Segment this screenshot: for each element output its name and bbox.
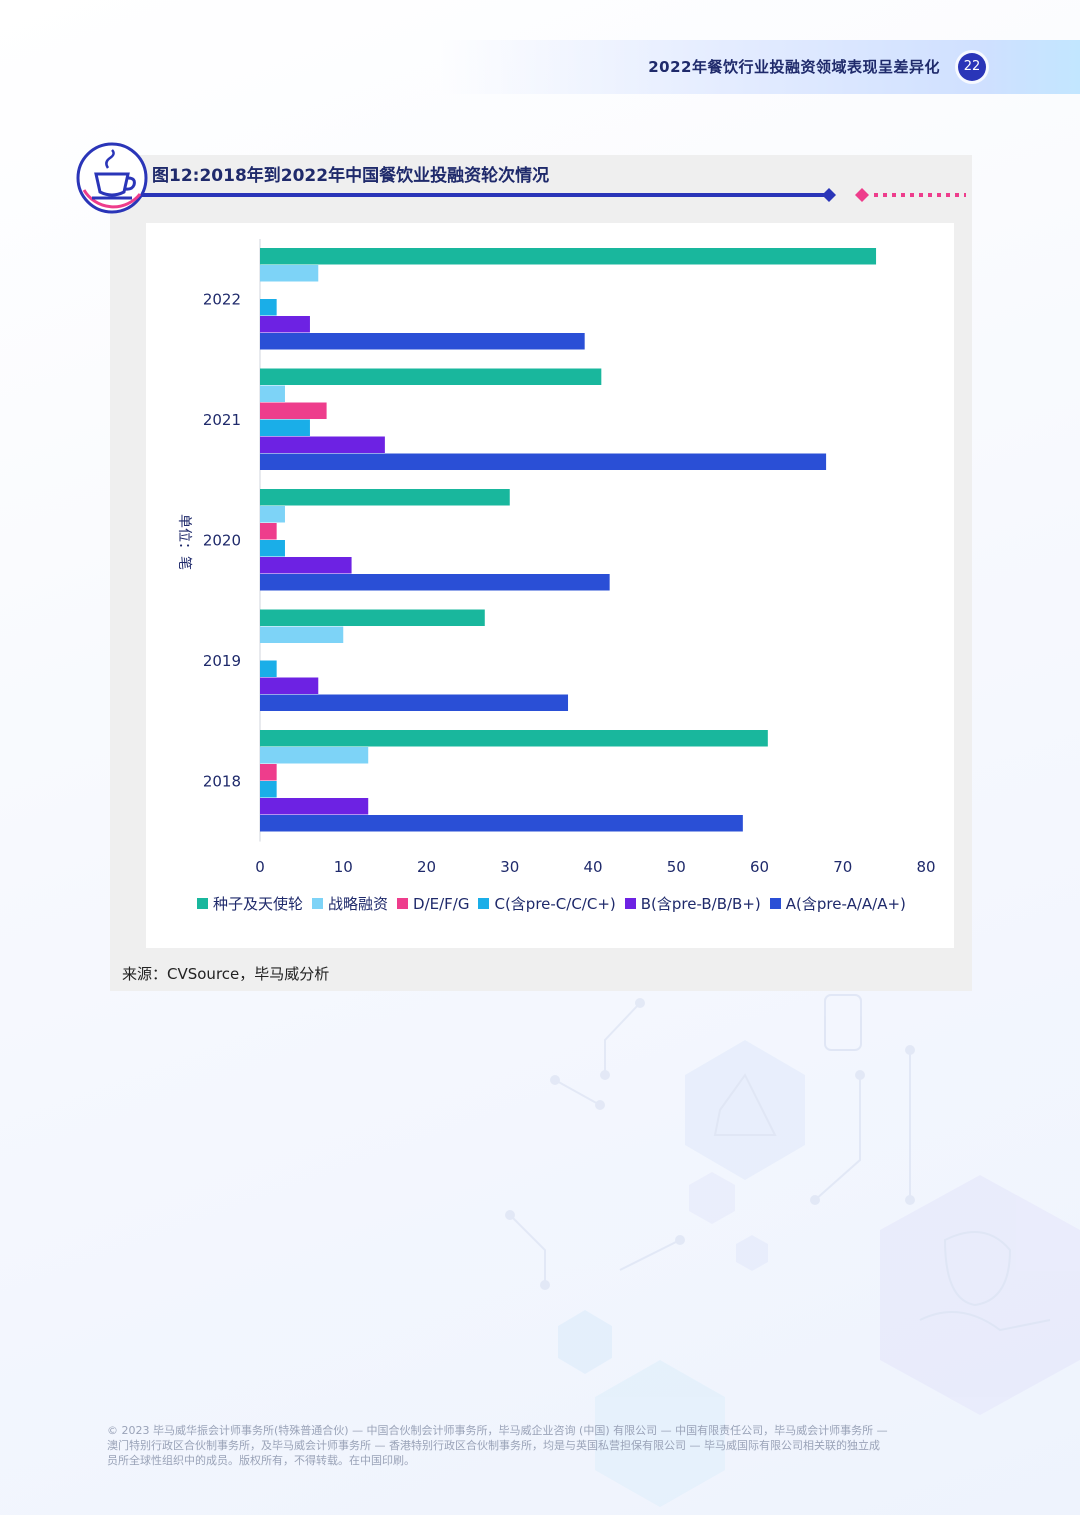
x-tick-label: 60 (750, 858, 769, 876)
bar-2022-5 (260, 333, 585, 350)
y-tick-label: 2021 (203, 411, 241, 429)
legend-item: B(含pre-B/B/B+) (624, 893, 761, 914)
legend-item: C(含pre-C/C/C+) (478, 893, 616, 914)
footer-line-1: © 2023 毕马威华振会计师事务所(特殊普通合伙) — 中国合伙制会计师事务所… (107, 1424, 888, 1437)
y-tick-label: 2020 (203, 531, 241, 549)
bar-2021-1 (260, 385, 285, 402)
bar-2018-3 (260, 781, 277, 798)
legend-swatch (312, 898, 324, 909)
legend-swatch (397, 898, 409, 909)
title-line-diamond-icon (822, 188, 836, 202)
bar-2019-1 (260, 626, 344, 643)
legend-label: D/E/F/G (413, 894, 470, 913)
bar-2018-5 (260, 815, 743, 832)
bar-2019-5 (260, 694, 569, 711)
bar-2021-4 (260, 436, 385, 453)
header-title: 2022年餐饮行业投融资领域表现呈差异化 (648, 58, 940, 76)
legend-label: B(含pre-B/B/B+) (640, 895, 761, 913)
x-tick-label: 10 (334, 858, 353, 876)
x-tick-label: 80 (916, 858, 935, 876)
bar-2019-0 (260, 609, 485, 626)
y-tick-label: 2018 (203, 772, 241, 790)
bar-2021-2 (260, 402, 327, 419)
legend-swatch (624, 898, 636, 909)
x-tick-label: 50 (667, 858, 686, 876)
footer-copyright: © 2023 毕马威华振会计师事务所(特殊普通合伙) — 中国合伙制会计师事务所… (107, 1423, 977, 1468)
legend-swatch (769, 898, 781, 909)
bar-2022-1 (260, 265, 319, 282)
bar-2020-0 (260, 489, 510, 506)
bar-2020-3 (260, 540, 285, 557)
footer-line-3: 员所全球性组织中的成员。版权所有，不得转载。在中国印刷。 (107, 1454, 415, 1467)
bar-2022-4 (260, 316, 310, 333)
figure-title: 图12:2018年到2022年中国餐饮业投融资轮次情况 (152, 166, 550, 186)
chart-legend: 种子及天使轮 战略融资 D/E/F/G C(含pre-C/C/C+) B(含pre-B/… (197, 893, 906, 914)
bar-2018-0 (260, 730, 768, 747)
bar-2018-4 (260, 798, 369, 815)
bar-2022-0 (260, 248, 877, 265)
bar-2020-4 (260, 557, 352, 574)
bar-2018-2 (260, 764, 277, 781)
footer-line-2: 澳门特别行政区合伙制事务所，及毕马威会计师事务所 — 香港特别行政区合伙制事务所… (107, 1439, 880, 1452)
x-tick-label: 40 (583, 858, 602, 876)
bar-2019-4 (260, 677, 319, 694)
x-tick-label: 20 (417, 858, 436, 876)
legend-swatch (478, 898, 490, 909)
bar-2021-5 (260, 453, 827, 470)
legend-label: A(含pre-A/A/A+) (785, 895, 906, 913)
bar-chart: 2022 2021 2020 2019 2018 0 10 20 30 40 50 60 70 80 单位：… (176, 239, 936, 876)
bar-2020-2 (260, 523, 277, 540)
legend-item: 战略融资 (312, 893, 388, 914)
title-underline (140, 188, 966, 202)
legend-item: A(含pre-A/A/A+) (769, 893, 906, 914)
title-line-pink-diamond-icon (855, 188, 869, 202)
bar-2021-3 (260, 419, 310, 436)
bar-2019-3 (260, 660, 277, 677)
y-axis-label: 单位：笔 (176, 514, 192, 570)
x-tick-label: 70 (833, 858, 852, 876)
x-tick-label: 0 (255, 858, 265, 876)
bar-2020-1 (260, 506, 285, 523)
x-tick-label: 30 (500, 858, 519, 876)
page-number-badge: 22 (958, 53, 986, 81)
y-tick-label: 2019 (203, 652, 241, 670)
legend-label: 战略融资 (328, 895, 389, 913)
bar-2018-1 (260, 747, 369, 764)
teacup-icon (76, 142, 148, 214)
bar-2020-5 (260, 574, 610, 591)
legend-label: 种子及天使轮 (213, 895, 304, 913)
legend-swatch (197, 898, 208, 909)
legend-label: C(含pre-C/C/C+) (494, 895, 616, 913)
legend-item: 种子及天使轮 (197, 893, 303, 914)
legend-item: D/E/F/G (397, 893, 469, 914)
y-tick-label: 2022 (203, 290, 241, 308)
bar-2022-3 (260, 299, 277, 316)
source-note: 来源：CVSource，毕马威分析 (122, 965, 330, 983)
bar-2021-0 (260, 368, 602, 385)
